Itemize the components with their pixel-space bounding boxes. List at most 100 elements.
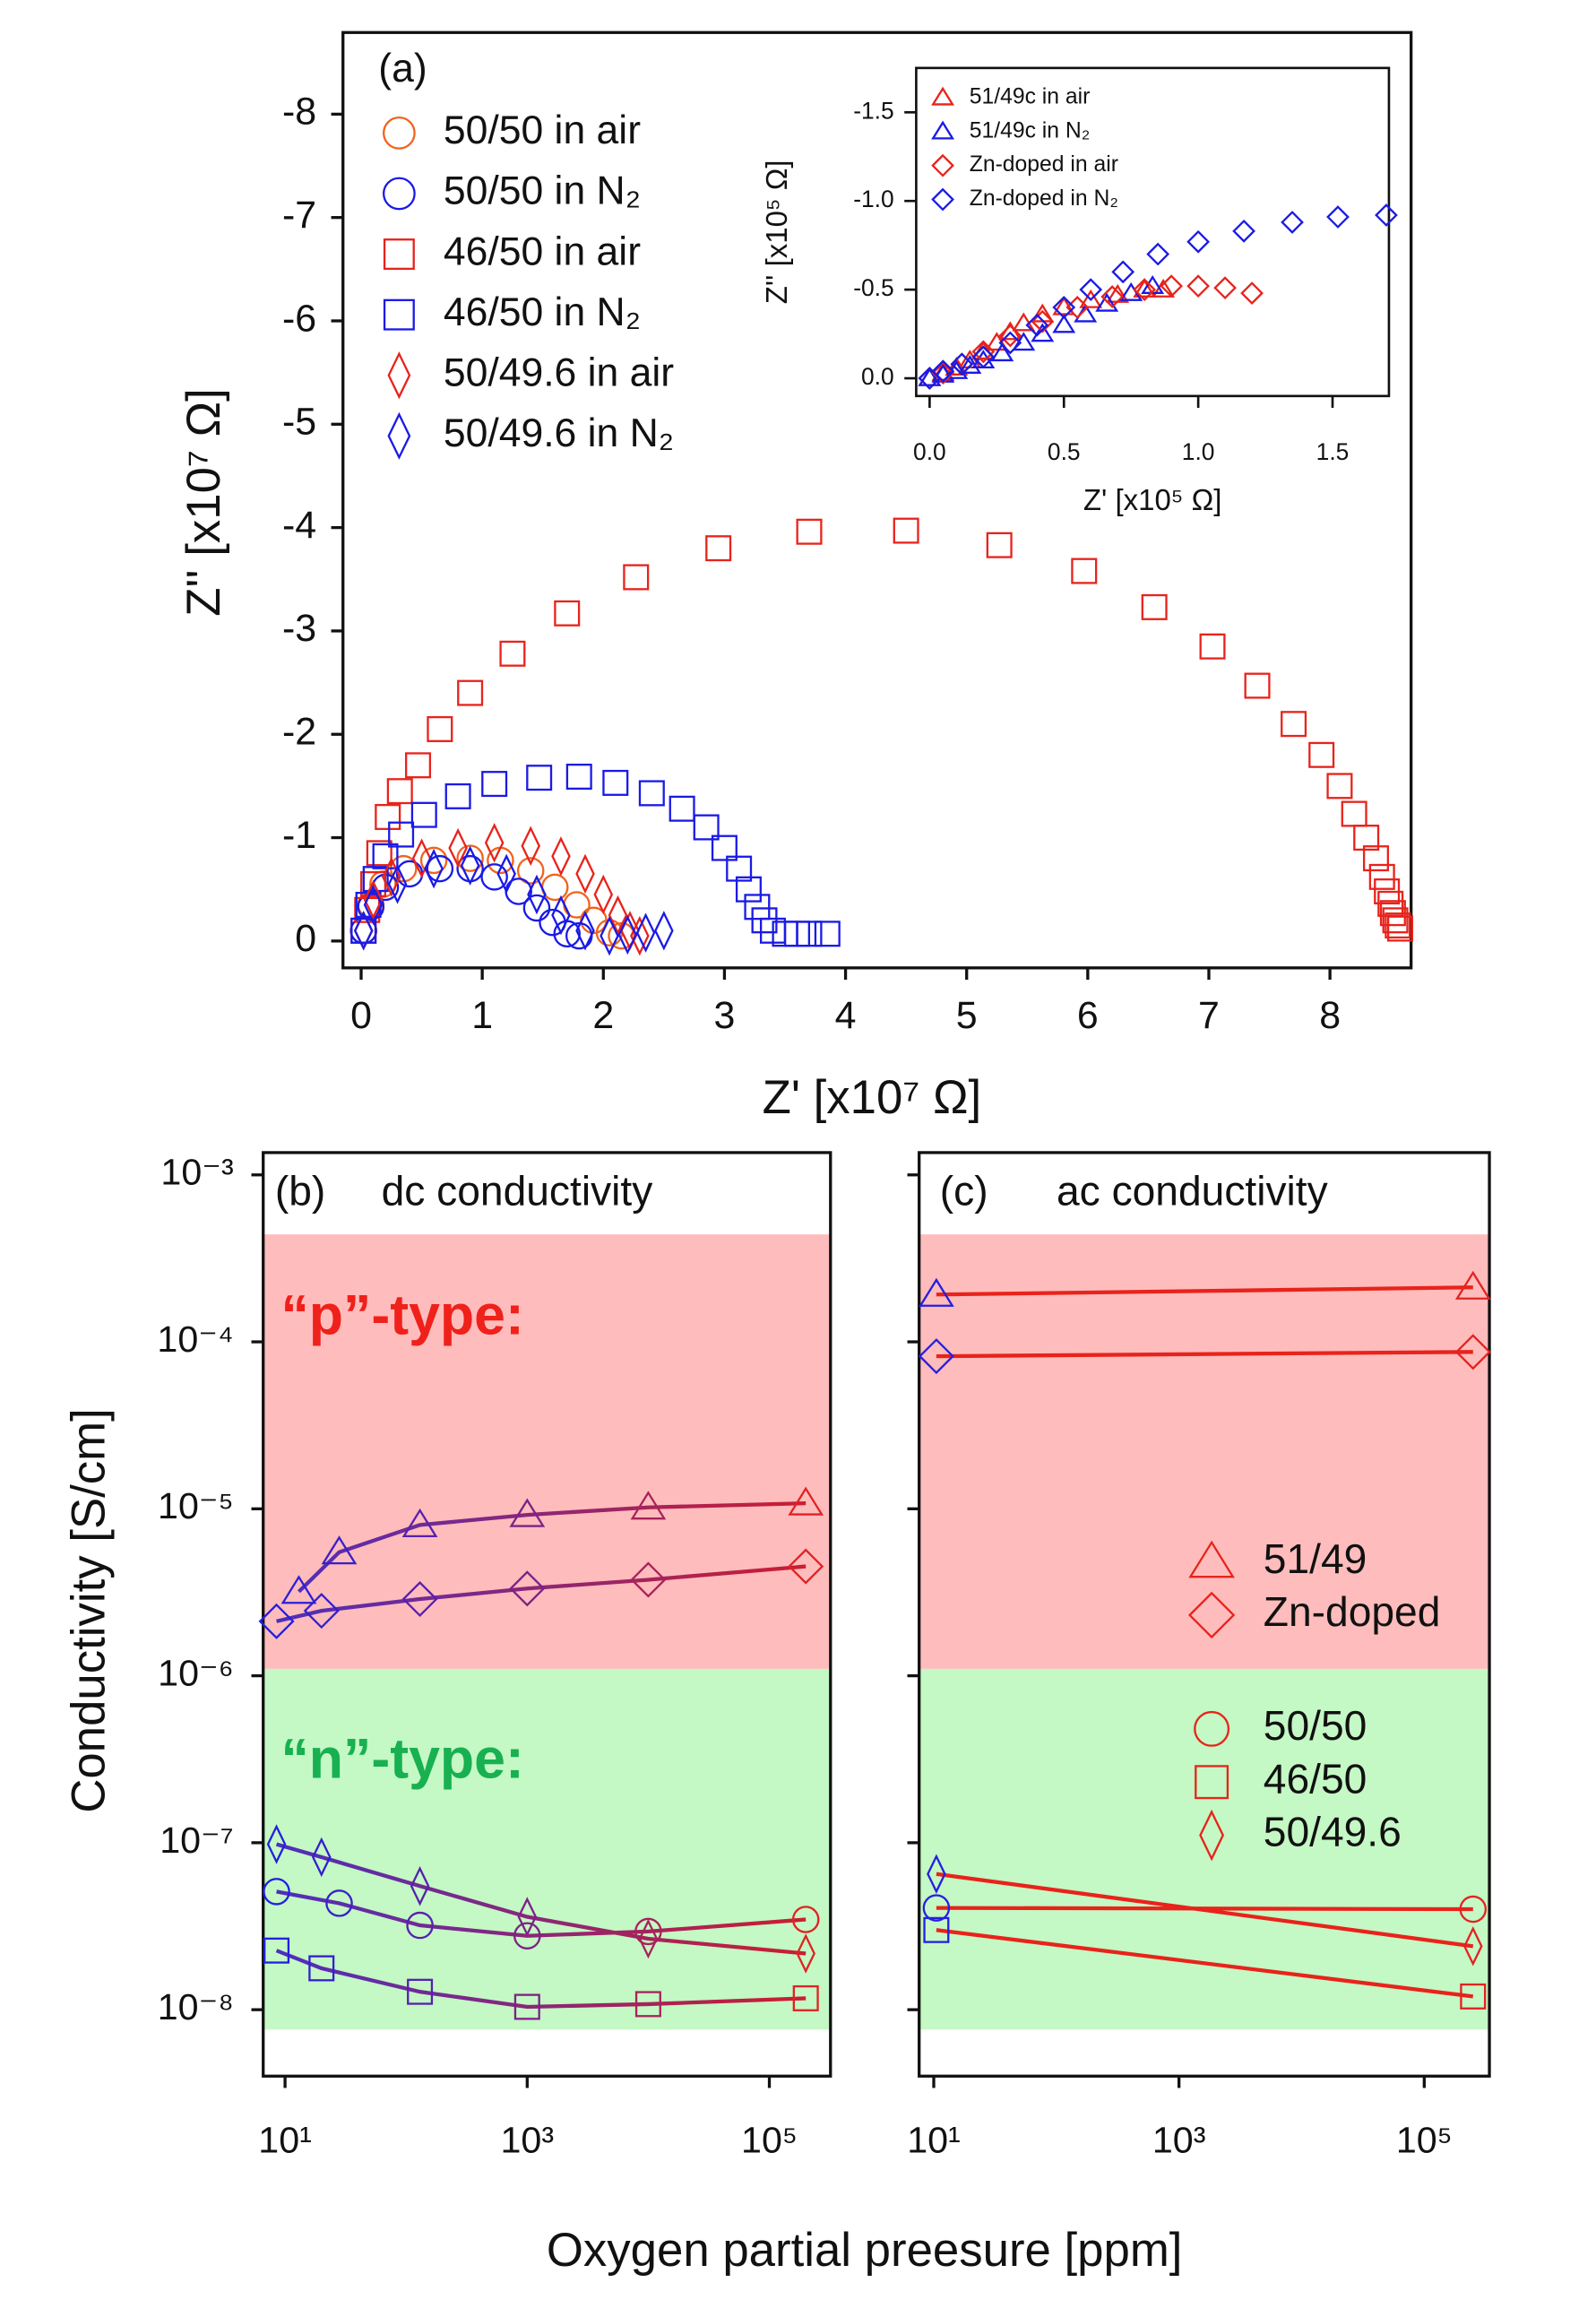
y-tick-label: 0.0: [861, 363, 894, 390]
data-point: [971, 345, 996, 369]
y-tick-label: -1.0: [853, 186, 893, 212]
data-point: [950, 352, 974, 376]
x-tick-label: 6: [1077, 994, 1099, 1037]
series-line: [276, 1889, 807, 1938]
region-label: “p”-type:: [280, 1284, 523, 1347]
data-point: [1025, 313, 1049, 337]
panel-label: (b): [275, 1167, 325, 1214]
x-tick-label: 10⁵: [1396, 2119, 1453, 2160]
x-tick-label: 2: [592, 994, 614, 1037]
data-point: [1240, 281, 1264, 305]
y-tick-label: 10⁻⁵: [158, 1485, 234, 1526]
panel-label: (a): [378, 47, 427, 91]
data-point: [922, 1894, 951, 1922]
legend-marker: [1188, 1540, 1235, 1578]
y-tick-label: 10⁻⁸: [158, 1986, 234, 2027]
data-point: [575, 853, 595, 895]
y-tick-label: -4: [282, 504, 316, 547]
data-point: [481, 771, 508, 798]
y-tick-label: 10⁻⁷: [160, 1820, 234, 1861]
x-tick-label: 0.5: [1048, 438, 1081, 465]
data-point: [1460, 1983, 1487, 2010]
data-point: [1281, 211, 1304, 234]
x-tick-label: 1: [471, 994, 493, 1037]
legend-label: Zn-doped: [1264, 1588, 1441, 1635]
legend-label: 50/50 in N₂: [444, 169, 641, 213]
data-point: [386, 778, 413, 805]
plot-frame: [341, 30, 1413, 970]
series-line: [936, 1928, 1474, 1999]
panel-title: ac conductivity: [1057, 1167, 1328, 1214]
data-point: [1386, 915, 1414, 942]
x-tick-label: 3: [714, 994, 736, 1037]
data-point: [1141, 593, 1168, 620]
data-point: [1031, 323, 1055, 342]
data-point: [484, 823, 505, 863]
data-point: [986, 532, 1013, 558]
data-point: [410, 801, 437, 828]
data-point: [496, 853, 516, 895]
legend-marker: [382, 116, 416, 150]
data-point: [448, 827, 468, 869]
data-point: [263, 1878, 290, 1906]
data-point: [1052, 314, 1076, 333]
data-point: [1353, 825, 1380, 852]
data-point: [513, 1993, 540, 2020]
data-point: [814, 921, 841, 947]
data-point: [654, 911, 674, 951]
data-point: [1462, 1926, 1483, 1967]
region: [919, 1668, 1490, 2030]
x-tick-label: 10¹: [258, 2119, 312, 2160]
data-point: [751, 907, 778, 934]
data-point: [1133, 278, 1157, 298]
data-point: [551, 895, 571, 936]
data-point: [630, 1561, 667, 1598]
data-point: [382, 857, 401, 897]
data-point: [711, 834, 738, 861]
y-tick-label: -1.5: [853, 97, 893, 124]
data-point: [998, 324, 1022, 348]
data-point: [1326, 205, 1350, 229]
y-tick-label: 10⁻³: [160, 1152, 233, 1193]
data-point: [990, 342, 1014, 362]
series-line: [936, 1350, 1473, 1359]
legend-label: 51/49: [1264, 1535, 1367, 1582]
legend-marker: [382, 177, 416, 211]
data-point: [372, 843, 399, 869]
plot-frame: [918, 1151, 1491, 2078]
data-point: [1454, 1270, 1491, 1300]
data-point: [918, 1338, 954, 1375]
data-point: [735, 876, 762, 903]
data-point: [1326, 773, 1353, 800]
x-tick-label: 7: [1198, 994, 1220, 1037]
data-point: [788, 1486, 824, 1516]
data-point: [540, 873, 569, 902]
data-point: [608, 895, 628, 936]
legend-marker: [383, 298, 415, 331]
data-point: [411, 838, 432, 878]
x-tick-label: 0: [350, 994, 372, 1037]
x-tick-label: 10³: [501, 2119, 555, 2160]
data-point: [366, 840, 393, 867]
y-axis-label: Z'' [x10⁷ Ω]: [177, 388, 230, 617]
legend-label: 51/49c in air: [970, 84, 1091, 108]
data-point: [1362, 845, 1389, 872]
data-point: [1244, 672, 1271, 699]
data-point: [401, 1581, 438, 1618]
x-tick-label: 0.0: [913, 438, 946, 465]
inset-background: [916, 67, 1389, 396]
region: [263, 1668, 831, 2030]
data-point: [554, 600, 581, 627]
data-point: [460, 845, 480, 886]
data-point: [918, 367, 942, 386]
data-point: [1146, 242, 1170, 266]
legend-label: 46/50 in air: [444, 229, 641, 273]
data-point: [258, 1603, 295, 1639]
data-point: [669, 795, 695, 822]
legend-marker: [383, 238, 415, 271]
data-point: [1375, 203, 1398, 227]
data-point: [363, 885, 384, 925]
data-point: [387, 864, 408, 904]
panel-label: (c): [940, 1167, 988, 1214]
y-tick-label: -1: [282, 814, 316, 857]
